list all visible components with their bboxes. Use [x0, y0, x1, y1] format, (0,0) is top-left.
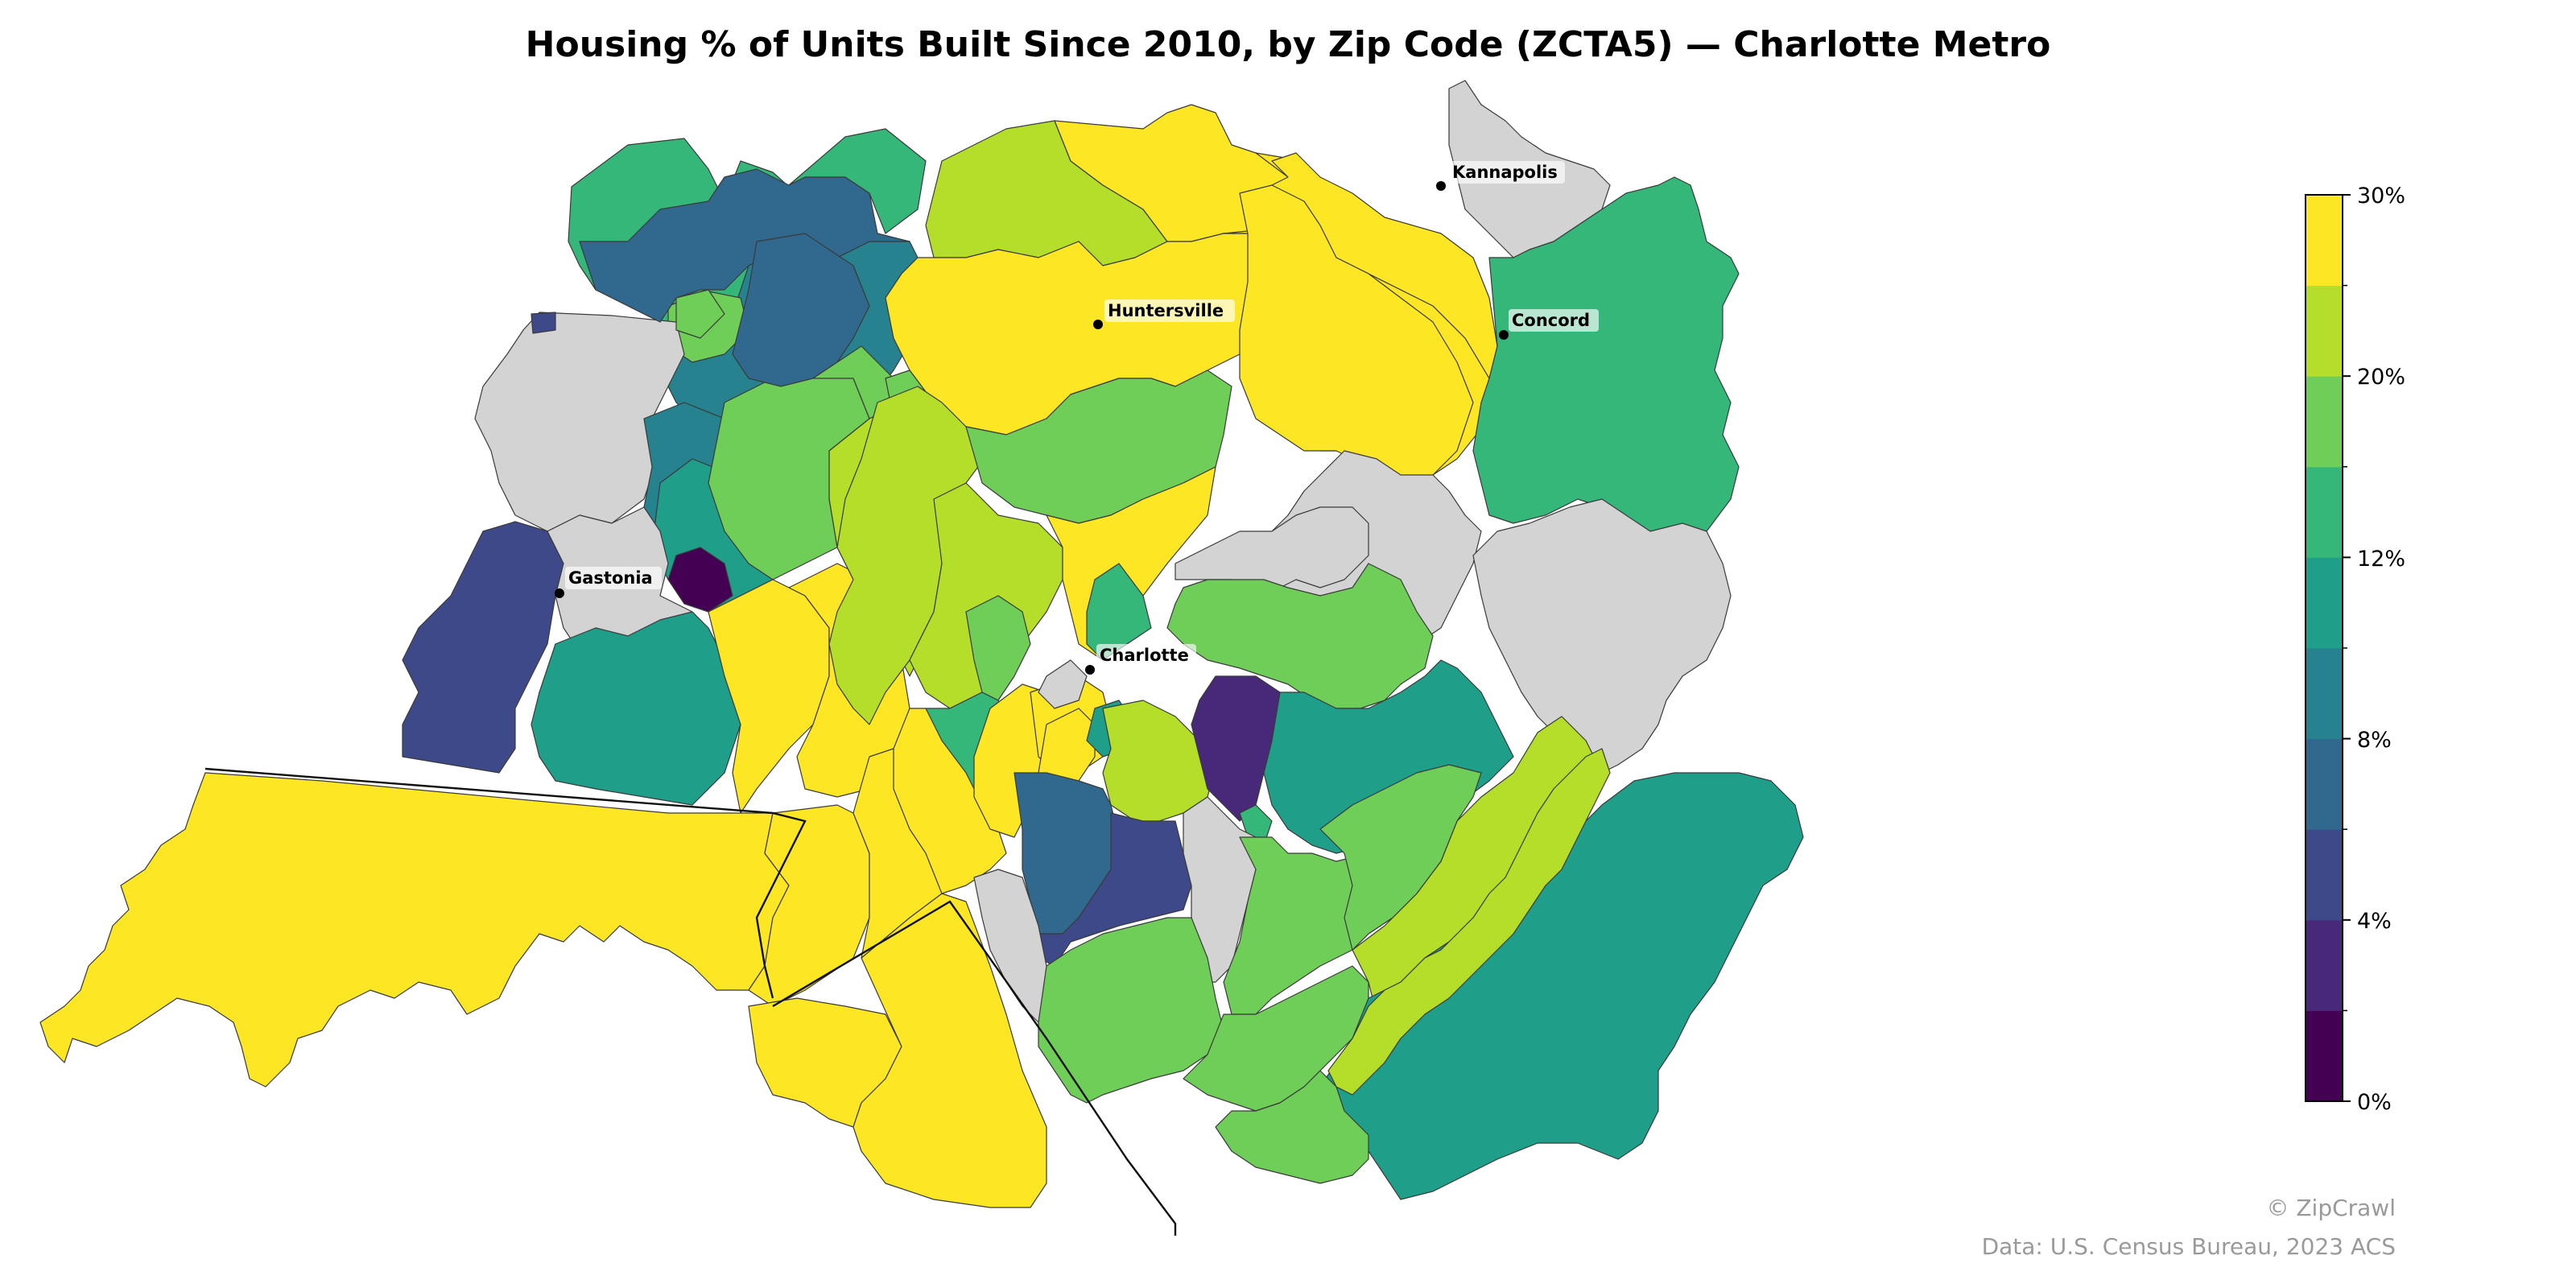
colorbar-band [2306, 285, 2343, 377]
colorbar-band [2306, 557, 2343, 649]
colorbar-band [2306, 1010, 2343, 1102]
zcta-region[interactable] [1038, 917, 1224, 1104]
zcta-nodata[interactable] [1038, 659, 1088, 709]
city-label-bg [1104, 299, 1235, 322]
zcta-region[interactable] [1191, 675, 1281, 822]
city-dot [1499, 330, 1509, 340]
zcta-region[interactable] [708, 579, 830, 814]
zcta-region[interactable] [965, 595, 1031, 701]
zcta-region[interactable] [1215, 1070, 1369, 1184]
zcta-region[interactable] [893, 708, 1007, 894]
city-marker-concord: Concord [1499, 309, 1599, 340]
city-label-charlotte: Charlotte [1100, 646, 1189, 665]
colorbar: 30% 20% 12% 8% 4% 0% [2305, 184, 2405, 1115]
colorbar-band [2306, 195, 2343, 287]
colorbar-tick-label: 12% [2357, 547, 2405, 572]
zcta-nodata[interactable] [1472, 498, 1732, 774]
colorbar-band [2306, 829, 2343, 921]
city-marker-kannapolis: Kannapolis [1436, 161, 1565, 191]
zcta-region[interactable] [1038, 812, 1192, 967]
zcta-region[interactable] [675, 289, 725, 339]
city-marker-huntersville: Huntersville [1093, 299, 1235, 329]
zcta-region[interactable] [530, 312, 556, 334]
colorbar-band [2306, 919, 2343, 1011]
city-label-bg [1096, 644, 1196, 667]
colorbar-tick-label: 20% [2357, 365, 2405, 390]
city-label-bg [1509, 309, 1599, 332]
city-label-huntersville: Huntersville [1108, 301, 1224, 320]
city-dot [1093, 320, 1103, 329]
city-dot [1085, 665, 1095, 675]
city-marker-charlotte: Charlotte [1085, 644, 1196, 675]
colorbar-ticks [2343, 194, 2351, 1102]
county-boundary-line [772, 900, 1177, 1236]
colorbar-bands [2306, 195, 2343, 1102]
page-title: Housing % of Units Built Since 2010, by … [525, 24, 2051, 65]
copyright-text: © ZipCrawl [2266, 1195, 2396, 1221]
colorbar-tick-label: 4% [2357, 909, 2392, 934]
city-label-bg [1449, 161, 1565, 184]
zcta-region[interactable] [1183, 965, 1369, 1112]
colorbar-tick-label: 8% [2357, 728, 2392, 753]
data-source-text: Data: U.S. Census Bureau, 2023 ACS [1981, 1233, 2396, 1260]
city-label-gastonia: Gastonia [568, 568, 653, 588]
zcta-region[interactable] [1319, 764, 1482, 951]
city-label-concord: Concord [1512, 311, 1590, 330]
colorbar-band [2306, 648, 2343, 740]
zcta-region[interactable] [530, 611, 741, 806]
colorbar-band [2306, 376, 2343, 468]
colorbar-tick-label: 0% [2357, 1090, 2392, 1115]
zcta-regions [39, 80, 1804, 1208]
city-label-kannapolis: Kannapolis [1452, 163, 1558, 182]
city-dot [1436, 181, 1446, 191]
zcta-nodata[interactable] [1183, 796, 1257, 983]
zcta-region[interactable] [39, 772, 790, 1088]
city-dot [555, 588, 564, 598]
city-marker-gastonia: Gastonia [555, 567, 662, 598]
zcta-region[interactable] [788, 128, 927, 234]
state-boundary-line [204, 767, 807, 999]
colorbar-tick-label: 30% [2357, 184, 2405, 208]
zcta-region[interactable] [667, 547, 733, 613]
zcta-region[interactable] [1166, 563, 1434, 709]
city-markers: Kannapolis Huntersville Concord Gastonia… [555, 161, 1599, 675]
zcta-region[interactable] [1472, 176, 1740, 564]
zcta-region[interactable] [1327, 748, 1611, 1096]
zcta-region[interactable] [579, 168, 910, 323]
colorbar-band [2306, 466, 2343, 558]
colorbar-band [2306, 738, 2343, 830]
zcta-region[interactable] [852, 893, 1047, 1208]
city-label-bg [565, 567, 662, 589]
